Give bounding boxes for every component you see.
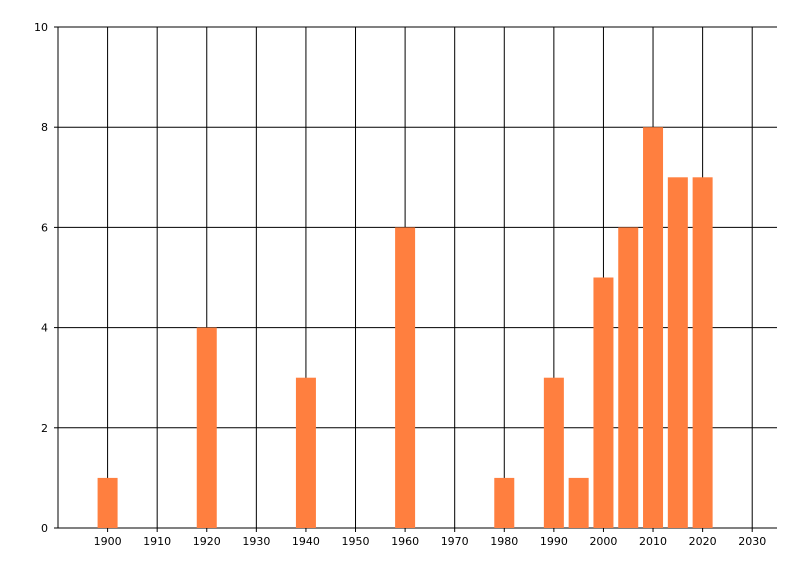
- y-tick-label: 6: [41, 221, 48, 234]
- bar: [97, 477, 118, 528]
- x-tick-label: 1930: [242, 535, 270, 548]
- bar: [196, 327, 217, 528]
- x-tick-label: 2020: [689, 535, 717, 548]
- x-tick-label: 1990: [540, 535, 568, 548]
- y-tick-label: 10: [34, 21, 48, 34]
- bar: [568, 477, 589, 528]
- bar: [494, 477, 515, 528]
- y-tick-label: 4: [41, 322, 48, 335]
- bar: [667, 177, 688, 529]
- x-tick-label: 1910: [143, 535, 171, 548]
- x-tick-label: 1900: [94, 535, 122, 548]
- x-tick-label: 1960: [391, 535, 419, 548]
- y-tick-label: 2: [41, 422, 48, 435]
- bar: [543, 377, 564, 528]
- y-tick-label: 0: [41, 522, 48, 535]
- x-tick-label: 1950: [342, 535, 370, 548]
- x-tick-label: 1920: [193, 535, 221, 548]
- x-tick-label: 1940: [292, 535, 320, 548]
- x-tick-label: 2030: [738, 535, 766, 548]
- bar: [618, 227, 639, 528]
- x-tick-label: 1980: [490, 535, 518, 548]
- y-tick-label: 8: [41, 121, 48, 134]
- bar: [692, 177, 713, 529]
- x-tick-label: 2010: [639, 535, 667, 548]
- bar: [395, 227, 416, 528]
- bar: [295, 377, 316, 528]
- x-tick-label: 1970: [441, 535, 469, 548]
- x-tick-label: 2000: [589, 535, 617, 548]
- bar: [643, 127, 664, 528]
- bar: [593, 277, 614, 528]
